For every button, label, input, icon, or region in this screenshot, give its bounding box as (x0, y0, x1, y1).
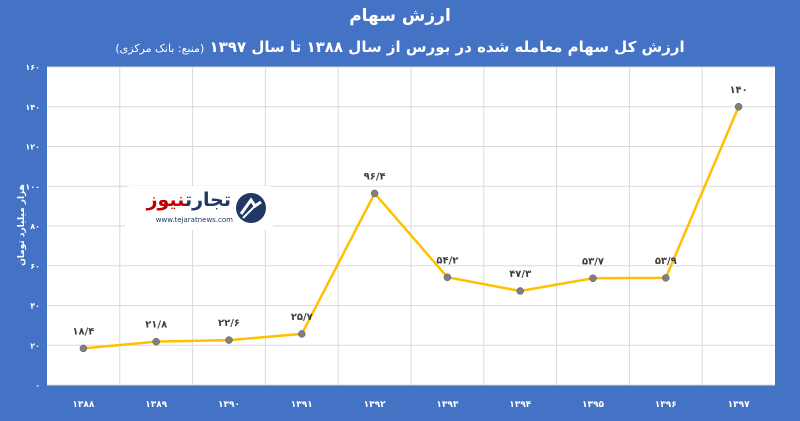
data-point (443, 273, 452, 282)
y-tick-label: ۰ (35, 381, 40, 390)
y-tick-label: ۱۶۰ (25, 63, 40, 72)
logo-brand-main: تجارت (184, 189, 231, 211)
y-tick-label: ۴۰ (30, 302, 40, 311)
data-point (152, 337, 160, 346)
logo-brand: تجارتنیوز (147, 189, 231, 211)
x-tick-label: ۱۳۹۵ (582, 400, 604, 410)
logo: تجارتنیوز www.tejaratnews.com (125, 186, 273, 230)
x-tick-label: ۱۳۹۰ (218, 400, 240, 410)
data-label: ۵۳/۹ (655, 256, 677, 267)
data-point (298, 330, 306, 338)
x-tick-label: ۱۳۸۹ (145, 400, 167, 410)
data-point (662, 274, 670, 282)
y-tick-label: ۱۲۰ (25, 143, 40, 152)
data-label: ۱۸/۴ (72, 326, 94, 337)
data-point (516, 287, 524, 295)
y-tick-label: ۱۰۰ (25, 182, 40, 191)
logo-site: www.tejaratnews.com (155, 216, 233, 224)
y-tick-label: ۱۴۰ (25, 103, 40, 112)
data-label: ۵۳/۷ (582, 256, 604, 267)
source-text: (منبع: بانک مرکزی) (115, 42, 205, 55)
x-tick-label: ۱۳۹۶ (655, 400, 677, 410)
y-axis-label: هزار میلیارد تومان (17, 184, 27, 266)
x-tick-label: ۱۳۹۷ (728, 400, 750, 410)
x-tick-label: ۱۳۸۸ (72, 400, 94, 410)
data-point (734, 103, 743, 111)
chart-subtitle: ارزش کل سهام معامله شده در بورس از سال ۱… (0, 38, 800, 56)
data-point (370, 189, 379, 198)
data-label: ۲۲/۶ (218, 318, 240, 329)
data-label: ۴۷/۳ (509, 269, 531, 280)
data-point (79, 344, 88, 353)
data-label: ۲۱/۸ (145, 320, 167, 331)
data-label: ۲۵/۷ (291, 312, 313, 323)
chart-title: ارزش سهام (349, 6, 451, 26)
y-tick-label: ۶۰ (30, 262, 40, 271)
y-tick-label: ۲۰ (30, 341, 40, 350)
series-line (83, 106, 740, 350)
x-tick-label: ۱۳۹۴ (509, 400, 531, 410)
y-tick-label: ۸۰ (30, 222, 40, 231)
data-label: ۵۴/۲ (436, 255, 458, 266)
data-label: ۱۴۰ (729, 85, 747, 96)
data-point (589, 274, 597, 283)
x-tick-label: ۱۳۹۲ (364, 400, 386, 410)
logo-brand-accent: نیوز (146, 189, 185, 211)
x-tick-label: ۱۳۹۱ (291, 400, 313, 410)
data-label: ۹۶/۴ (364, 171, 386, 182)
data-point (225, 336, 233, 344)
subtitle-text: ارزش کل سهام معامله شده در بورس از سال ۱… (209, 38, 685, 56)
x-tick-label: ۱۳۹۳ (436, 400, 458, 410)
logo-mark-icon (236, 193, 266, 223)
